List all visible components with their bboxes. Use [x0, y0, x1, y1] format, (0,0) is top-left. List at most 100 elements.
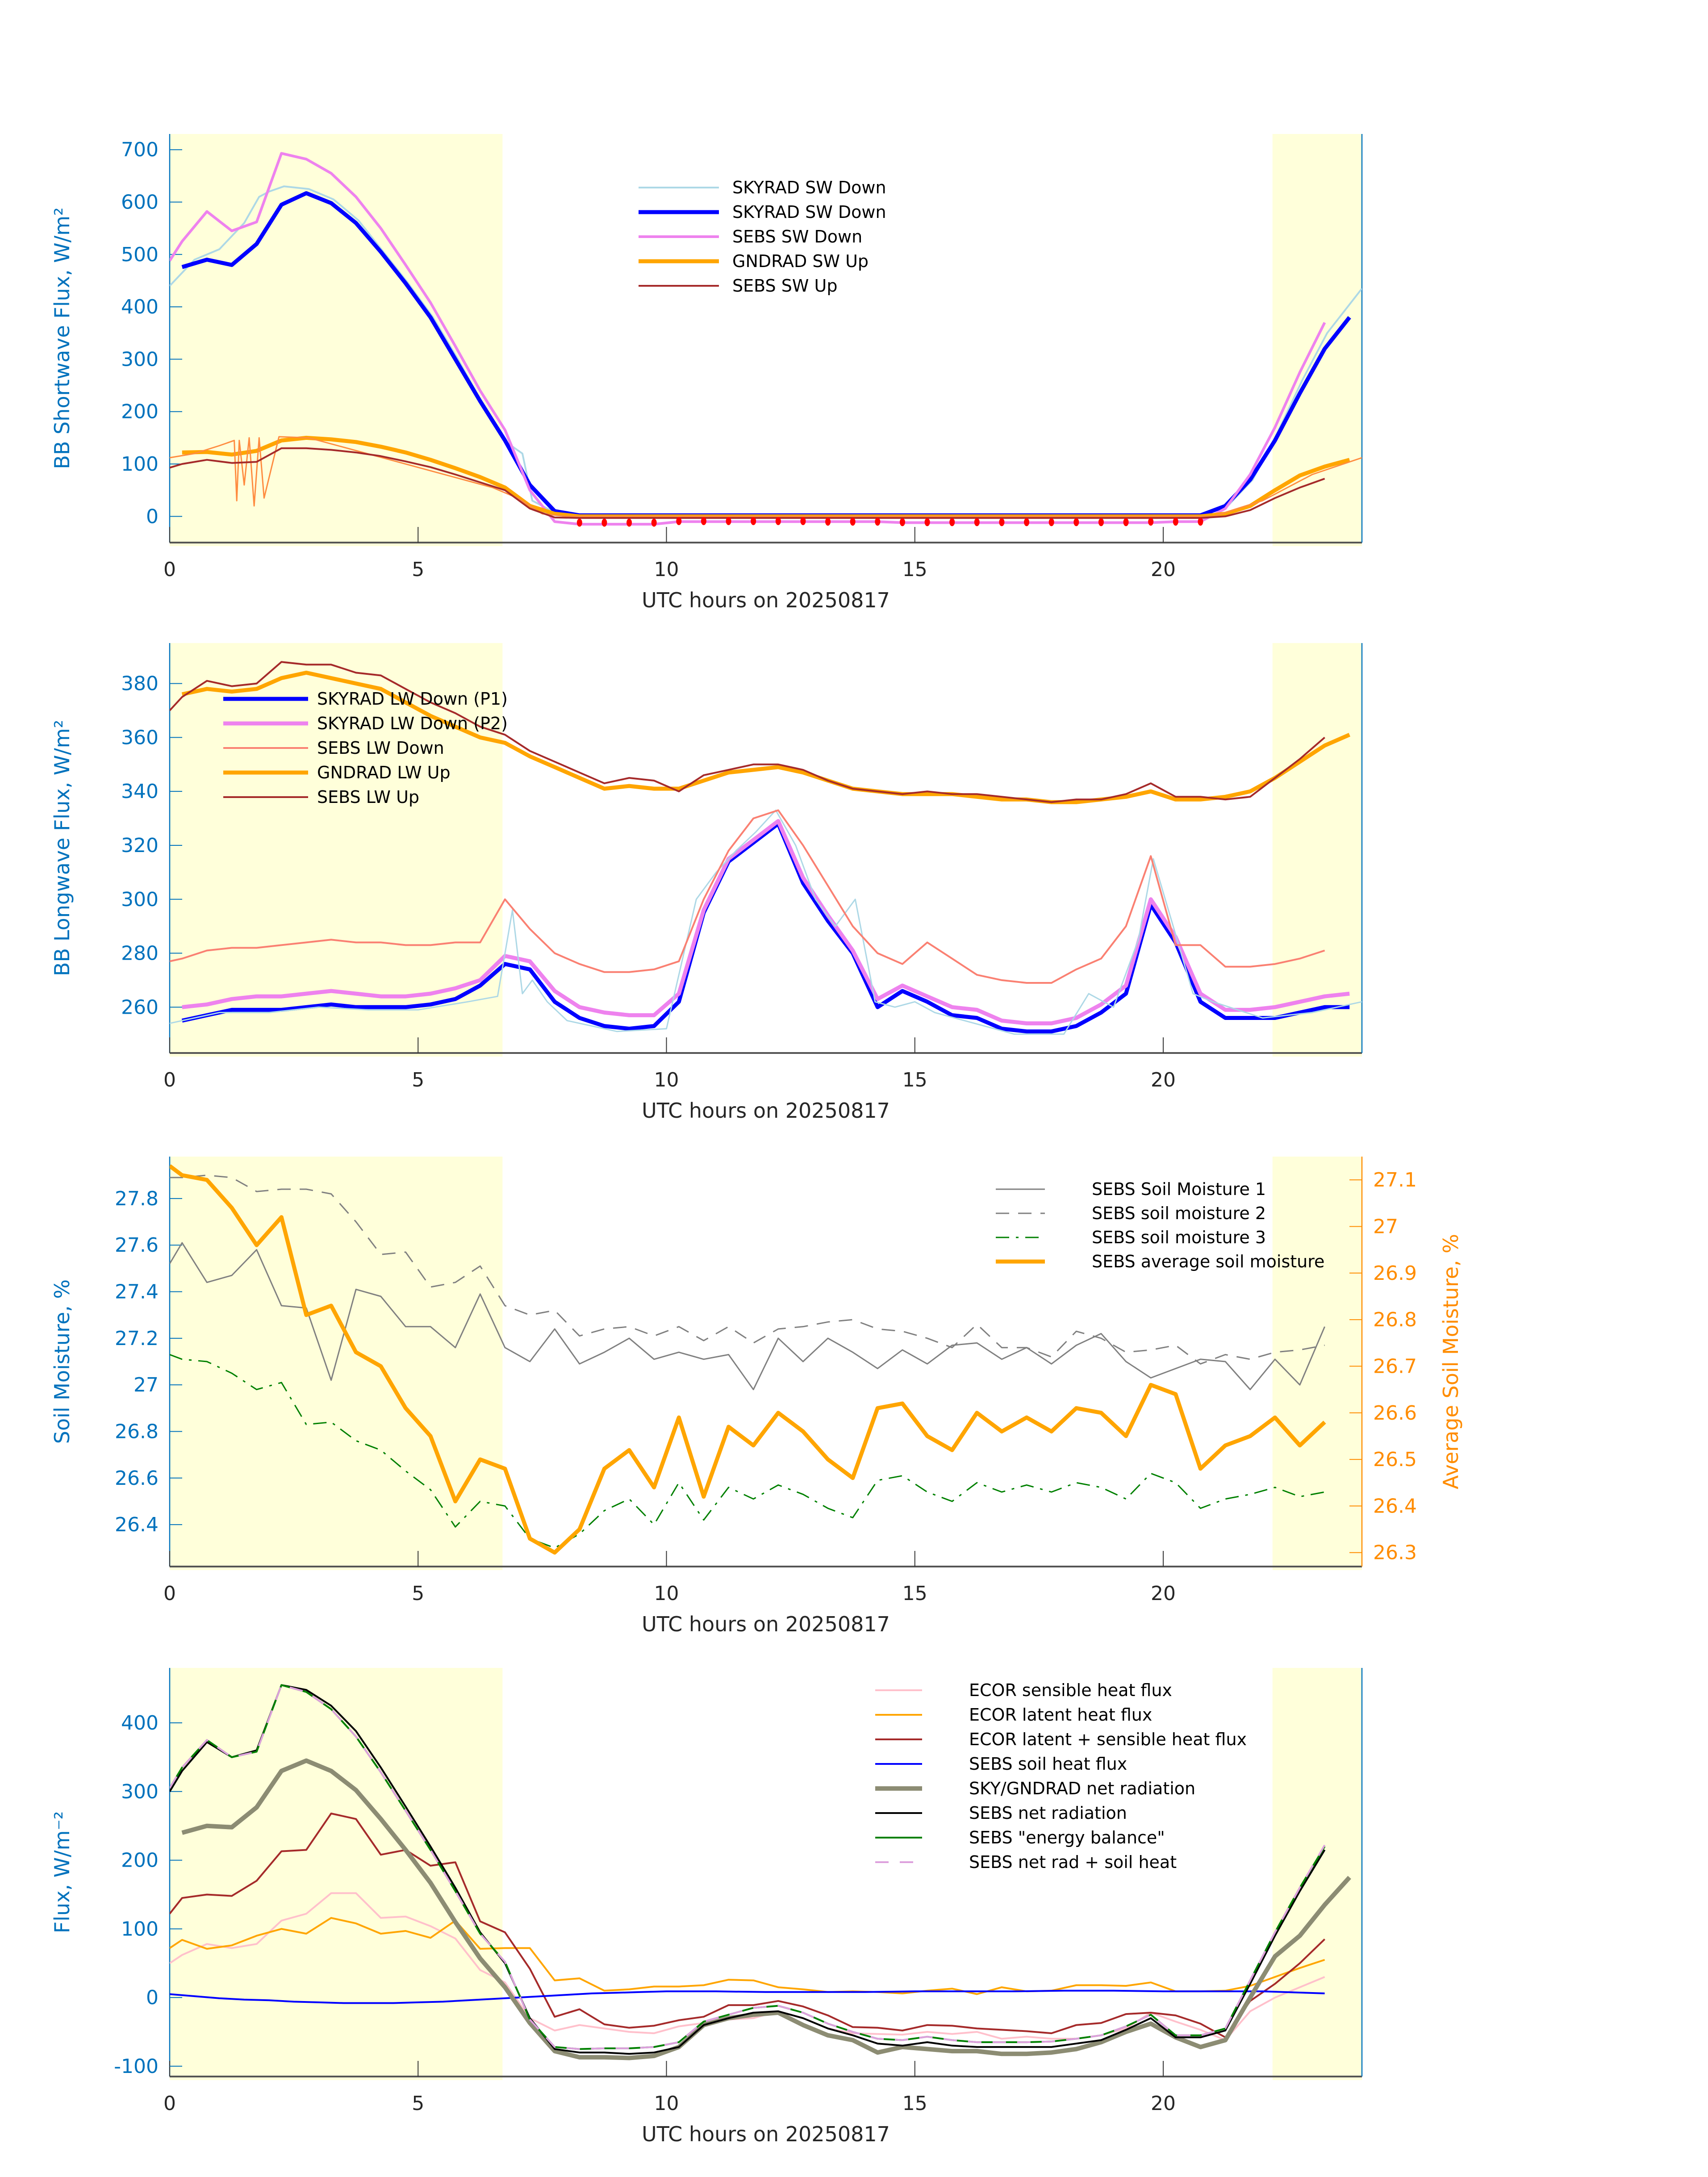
legend-label: SEBS net rad + soil heat — [969, 1852, 1177, 1872]
data-point-marker — [1173, 518, 1178, 526]
y-tick-label: 0 — [146, 1986, 159, 2009]
y-tick-label: 340 — [121, 780, 159, 803]
x-tick-label: 10 — [654, 2092, 679, 2115]
y-axis-label-right: Average Soil Moisture, % — [1439, 1234, 1463, 1489]
night-shading — [170, 1668, 503, 2080]
legend-label: SKYRAD LW Down (P1) — [317, 689, 508, 709]
y-tick-label: 500 — [121, 243, 159, 266]
y-tick-label: 27 — [134, 1374, 159, 1396]
x-tick-label: 20 — [1151, 1069, 1176, 1091]
y-tick-label: 200 — [121, 401, 159, 423]
x-tick-label: 20 — [1151, 1582, 1176, 1605]
y-tick-label: 360 — [121, 726, 159, 749]
legend-label: SEBS "energy balance" — [969, 1828, 1165, 1847]
x-tick-label: 15 — [902, 558, 927, 581]
data-point-marker — [1024, 518, 1030, 526]
plot-area — [170, 1684, 1351, 2060]
chart-soil_moisture: 0 5 10 15 20 UTC hours on 20250817 26.4 26.6 26.… — [50, 1157, 1463, 1636]
y-tick-label: -100 — [114, 2055, 159, 2078]
x-tick-label: 15 — [902, 1069, 927, 1091]
y-tick-label: 27.6 — [115, 1234, 159, 1257]
night-shading — [170, 643, 503, 1057]
series-line-sebs-soil-heat-flux — [170, 1989, 1325, 2004]
legend-label: SEBS LW Down — [317, 738, 444, 758]
legend-label: SKYRAD SW Down — [732, 178, 886, 197]
y-tick-label-right: 26.7 — [1373, 1355, 1417, 1378]
legend-label: GNDRAD SW Up — [732, 251, 869, 271]
y-tick-label-right: 26.3 — [1373, 1542, 1417, 1564]
y-tick-label: 280 — [121, 942, 159, 965]
chart-longwave: 0 5 10 15 20 UTC hours on 20250817 260 280 300 32… — [50, 643, 1363, 1123]
y-tick-label: 27.2 — [115, 1327, 159, 1350]
data-point-marker — [875, 518, 881, 526]
y-tick-label: 0 — [146, 505, 159, 528]
y-axis-label: BB Shortwave Flux, W/m² — [50, 207, 74, 469]
series-line-ecor-latent-heat-flux — [170, 1917, 1325, 1995]
y-tick-label-right: 26.5 — [1373, 1448, 1417, 1471]
series-line-sebs-soil-moisture-2 — [170, 1174, 1325, 1365]
x-tick-label: 0 — [163, 1069, 176, 1091]
plot-area — [170, 661, 1362, 1035]
series-line-sebs-net-rad-soil-heat — [170, 1684, 1326, 2050]
data-point-marker — [949, 518, 955, 526]
data-point-marker — [825, 518, 831, 526]
x-tick-label: 5 — [412, 2092, 424, 2115]
series-line-sebs-average-soil-moisture — [170, 1164, 1326, 1555]
series-line-sebs-soil-moisture-1 — [170, 1242, 1325, 1391]
series-line-sky-gndrad-net-radiation — [181, 1758, 1351, 2060]
series-line-sebs-sw-down — [170, 152, 1326, 526]
legend-label: SEBS soil moisture 2 — [1092, 1203, 1266, 1223]
series-line-skyrad-lw-down-p1- — [181, 822, 1350, 1034]
y-tick-label: 26.6 — [115, 1467, 159, 1490]
legend-label: GNDRAD LW Up — [317, 763, 451, 782]
data-point-marker — [1198, 518, 1203, 526]
data-point-marker — [1098, 518, 1104, 526]
y-axis-label: Flux, W/m⁻² — [50, 1811, 74, 1933]
x-axis-label: UTC hours on 20250817 — [642, 1612, 890, 1636]
x-tick-label: 0 — [163, 1582, 176, 1605]
legend-label: SKYRAD SW Down — [732, 202, 886, 222]
series-line-sebs-lw-down — [170, 809, 1325, 984]
data-point-marker — [924, 518, 930, 526]
x-axis-label: UTC hours on 20250817 — [642, 588, 890, 612]
y-tick-label: 27.8 — [115, 1187, 159, 1210]
y-tick-label: 300 — [121, 348, 159, 371]
data-point-marker — [999, 518, 1005, 526]
night-shading — [1272, 1668, 1362, 2080]
data-point-marker — [601, 518, 607, 527]
series-line-ecor-sensible-heat-flux — [170, 1892, 1325, 2041]
y-tick-label: 26.4 — [115, 1513, 159, 1536]
legend-label: ECOR sensible heat flux — [969, 1680, 1172, 1700]
data-point-marker — [899, 518, 905, 526]
legend-label: SEBS net radiation — [969, 1803, 1127, 1823]
data-point-marker — [974, 518, 980, 526]
series-line-gndrad-lw-up — [181, 670, 1350, 804]
data-point-marker — [651, 518, 657, 527]
x-tick-label: 10 — [654, 1069, 679, 1091]
y-tick-label-right: 26.6 — [1373, 1402, 1417, 1425]
x-tick-label: 0 — [163, 558, 176, 581]
plot-area — [170, 152, 1362, 527]
x-tick-label: 15 — [902, 1582, 927, 1605]
series-line-skyrad-sw-down — [181, 191, 1351, 518]
y-tick-label: 700 — [121, 138, 159, 161]
legend-label: SEBS Soil Moisture 1 — [1092, 1179, 1266, 1199]
data-point-marker — [626, 518, 632, 527]
x-tick-label: 5 — [412, 558, 424, 581]
series-line-sebs-sw-up — [170, 447, 1325, 519]
y-tick-label-right: 26.8 — [1373, 1308, 1417, 1331]
series-line-skyrad-lw-down-p2- — [182, 819, 1350, 1026]
chart-shortwave: 0 5 10 15 20 UTC hours on 20250817 0 100 200 300 4… — [50, 134, 1363, 612]
series-line-gndrad-sw-up-raw- — [170, 436, 1362, 517]
data-point-marker — [701, 517, 706, 525]
y-tick-label: 400 — [121, 1712, 159, 1734]
legend-label: SEBS soil heat flux — [969, 1754, 1127, 1774]
y-tick-label: 380 — [121, 673, 159, 695]
y-tick-label: 300 — [121, 1780, 159, 1803]
y-tick-label: 100 — [121, 453, 159, 476]
x-tick-label: 5 — [412, 1582, 424, 1605]
x-tick-label: 20 — [1151, 2092, 1176, 2115]
plot-area — [170, 1164, 1326, 1555]
